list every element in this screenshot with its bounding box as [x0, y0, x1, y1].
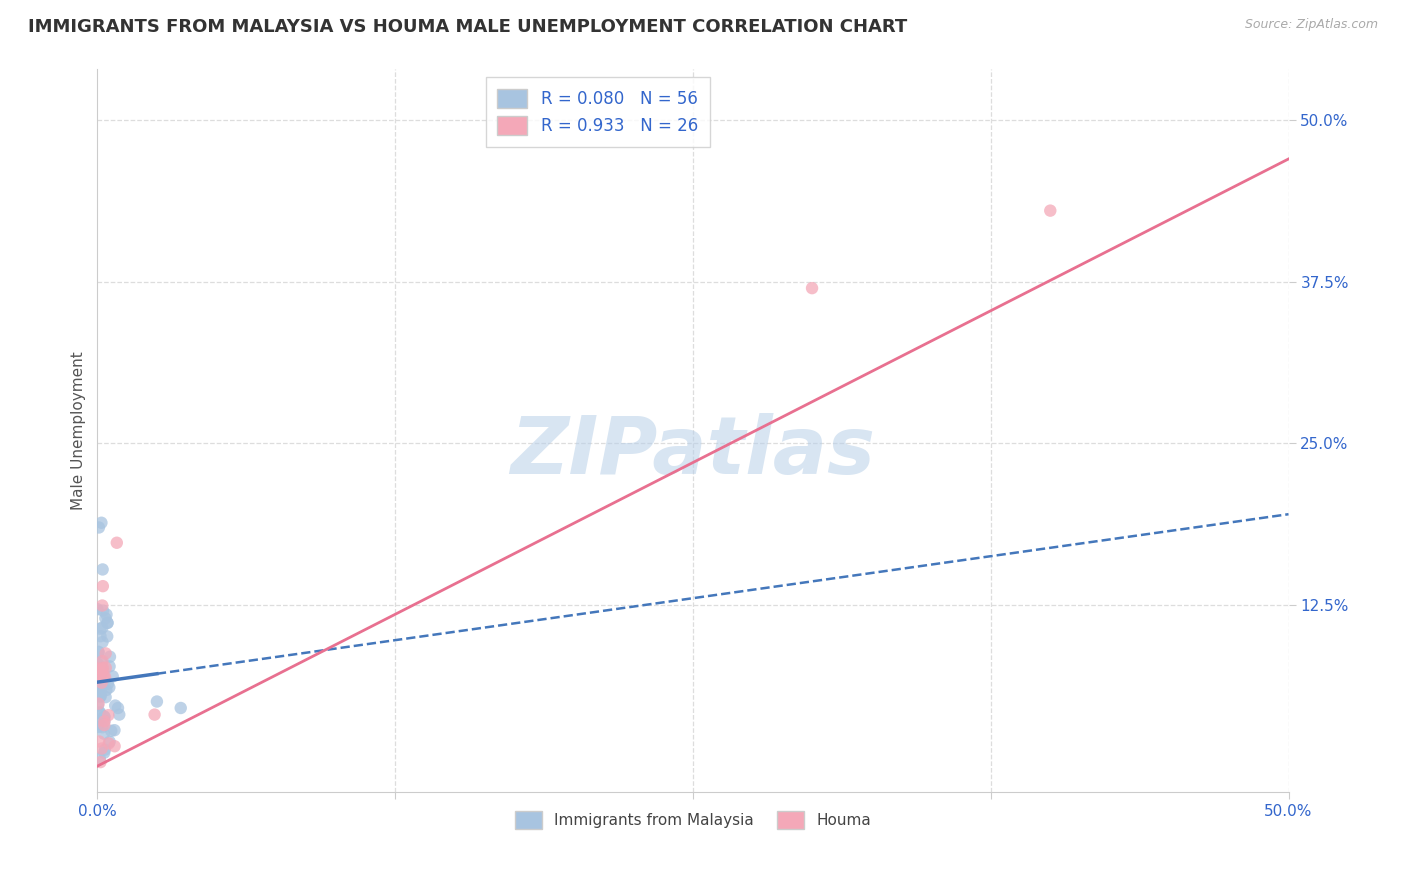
Point — [96, 683, 118, 698]
Point — [98, 735, 121, 749]
Point — [89, 629, 111, 643]
Point — [90, 669, 112, 683]
Point — [86, 602, 108, 616]
Point — [90, 675, 112, 690]
Point — [87, 678, 110, 692]
Point — [86, 661, 108, 675]
Point — [93, 718, 115, 732]
Point — [96, 607, 118, 622]
Point — [93, 714, 115, 729]
Point — [87, 661, 110, 675]
Point — [93, 709, 115, 723]
Point — [108, 707, 131, 722]
Point — [93, 714, 115, 729]
Text: Source: ZipAtlas.com: Source: ZipAtlas.com — [1244, 18, 1378, 31]
Text: IMMIGRANTS FROM MALAYSIA VS HOUMA MALE UNEMPLOYMENT CORRELATION CHART: IMMIGRANTS FROM MALAYSIA VS HOUMA MALE U… — [28, 18, 907, 36]
Point — [90, 689, 112, 703]
Point — [89, 706, 111, 721]
Point — [91, 635, 114, 649]
Point — [87, 682, 110, 697]
Point — [94, 611, 117, 625]
Point — [87, 520, 110, 534]
Point — [87, 697, 110, 711]
Point — [107, 701, 129, 715]
Point — [96, 615, 118, 630]
Point — [97, 677, 120, 691]
Point — [93, 710, 115, 724]
Point — [87, 698, 110, 713]
Point — [104, 698, 127, 713]
Point — [89, 706, 111, 720]
Point — [91, 720, 114, 734]
Y-axis label: Male Unemployment: Male Unemployment — [72, 351, 86, 509]
Point — [97, 615, 120, 630]
Point — [93, 746, 115, 760]
Point — [91, 654, 114, 668]
Point — [91, 663, 114, 677]
Point — [96, 629, 118, 643]
Point — [143, 707, 166, 722]
Point — [97, 708, 120, 723]
Point — [89, 734, 111, 748]
Point — [1039, 203, 1062, 218]
Point — [93, 727, 115, 741]
Point — [90, 516, 112, 530]
Point — [87, 645, 110, 659]
Point — [94, 742, 117, 756]
Point — [93, 669, 115, 683]
Point — [98, 649, 121, 664]
Point — [97, 736, 120, 750]
Point — [86, 657, 108, 671]
Point — [91, 579, 114, 593]
Point — [94, 660, 117, 674]
Point — [87, 720, 110, 734]
Point — [90, 741, 112, 756]
Legend: Immigrants from Malaysia, Houma: Immigrants from Malaysia, Houma — [509, 805, 877, 835]
Point — [89, 690, 111, 704]
Point — [101, 669, 124, 683]
Point — [91, 599, 114, 613]
Point — [94, 647, 117, 661]
Text: ZIPatlas: ZIPatlas — [510, 413, 876, 491]
Point — [91, 604, 114, 618]
Point — [94, 670, 117, 684]
Point — [100, 723, 122, 738]
Point — [170, 701, 193, 715]
Point — [146, 694, 169, 708]
Point — [91, 562, 114, 576]
Point — [87, 716, 110, 731]
Point — [104, 739, 127, 754]
Point — [98, 659, 121, 673]
Point — [91, 661, 114, 675]
Point — [90, 684, 112, 698]
Point — [89, 662, 111, 676]
Point — [87, 645, 110, 659]
Point — [91, 621, 114, 635]
Point — [87, 680, 110, 694]
Point — [87, 670, 110, 684]
Point — [90, 667, 112, 681]
Point — [94, 690, 117, 705]
Point — [105, 535, 128, 549]
Point — [89, 755, 111, 769]
Point — [90, 655, 112, 669]
Point — [801, 281, 824, 295]
Point — [103, 723, 125, 738]
Point — [98, 681, 121, 695]
Point — [89, 751, 111, 765]
Point — [87, 679, 110, 693]
Point — [89, 622, 111, 636]
